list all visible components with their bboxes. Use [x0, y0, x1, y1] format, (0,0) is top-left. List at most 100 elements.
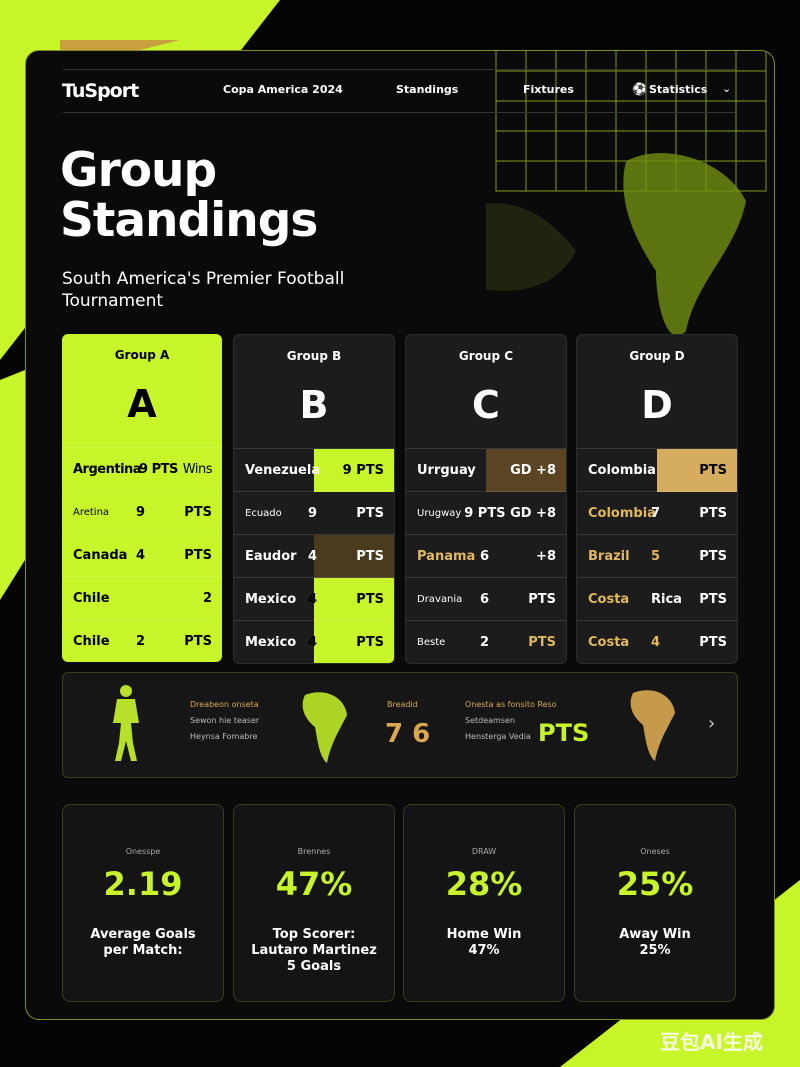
standing-cell: PTS [699, 549, 727, 564]
standing-cell: GD +8 [510, 463, 556, 478]
standing-cell: Costa [588, 592, 630, 607]
player-icon [113, 685, 139, 761]
stat-caption: Home Win [446, 927, 522, 942]
standing-row: Urrguay GD +8 [406, 448, 566, 492]
standing-cell: 4 [308, 549, 318, 564]
stat-value: 47% [275, 865, 353, 903]
standing-cell: Eaudor [245, 549, 297, 564]
nav-link[interactable]: Standings [396, 83, 459, 96]
row-highlight [314, 535, 394, 578]
standing-cell: 4 [136, 548, 146, 563]
standing-cell: Urrguay [417, 463, 476, 478]
standing-cell: 2 [202, 591, 212, 606]
watermark: 豆包AI生成 [660, 1030, 763, 1054]
group-card: Group B B Venezuela 9 PTS Ecuado 9 PTS Eaudor 4 P… [233, 334, 395, 664]
standing-cell: 4 [308, 592, 318, 607]
nav-chevron[interactable]: ⌄ [722, 82, 732, 95]
standing-cell: Colombia [588, 463, 656, 478]
stat-caption: Away Win [619, 927, 691, 942]
stat-value: 2.19 [103, 865, 183, 903]
standing-cell: PTS [184, 634, 212, 649]
standing-cell: Canada [73, 548, 128, 563]
standing-row: Venezuela 9 PTS [234, 448, 394, 492]
stat-label: Brennes [297, 847, 331, 856]
standing-cell: Beste [417, 637, 446, 648]
group-letter: C [472, 383, 500, 427]
standing-cell: 4 [308, 635, 318, 650]
stat-value: 28% [445, 865, 523, 903]
standing-row: Urugway 9 PTS GD +8 [406, 491, 566, 535]
standing-cell: PTS [184, 505, 212, 520]
group-label: Group A [114, 348, 170, 362]
nav-link[interactable]: Statistics [649, 83, 708, 96]
nav-icon: ⚽ [632, 82, 647, 96]
stat-label: DRAW [471, 847, 497, 856]
standing-cell: 9 PTS GD +8 [464, 506, 556, 521]
banner-text: Sewon hie teaser [190, 716, 260, 725]
brand[interactable]: TuSport [62, 80, 139, 102]
stat-caption: 25% [639, 943, 671, 958]
group-label: Group B [286, 349, 342, 363]
standing-cell: Rica [651, 592, 682, 607]
standing-cell: 2 [136, 634, 146, 649]
standing-cell: 9 PTS [342, 463, 384, 478]
standing-row: Canada 4 PTS [62, 533, 222, 577]
banner-value: 7 6 [385, 719, 431, 749]
group-label: Group D [629, 349, 685, 363]
group-letter: B [299, 383, 329, 427]
standing-cell: Costa [588, 635, 630, 650]
standing-cell: Mexico [245, 592, 297, 607]
standing-cell: Chile [73, 634, 110, 649]
standing-cell: 9 PTS [139, 462, 178, 477]
standing-row: Mexico 4 PTS [234, 620, 394, 663]
row-highlight [314, 621, 394, 663]
standing-cell: 9 [308, 506, 318, 521]
row-highlight [314, 449, 394, 492]
standing-cell: Dravania [417, 594, 463, 605]
hero-title: Group Standings [60, 143, 318, 248]
nav-bar [63, 69, 735, 113]
standing-cell: PTS [356, 549, 384, 564]
standing-row: Costa Rica PTS [577, 577, 737, 621]
banner-text: Dreabeon onseta [190, 700, 259, 709]
next-arrow[interactable]: › [708, 713, 716, 734]
stat-card: Brennes 47% Top Scorer: Lautaro Martinez 5 G… [233, 804, 395, 1002]
standing-cell: Brazil [588, 549, 630, 564]
standing-cell: +8 [536, 549, 556, 564]
standing-row: Chile 2 PTS [62, 619, 222, 662]
group-card: Group D D Colombia PTS Colombia 7 PTS Brazil 5 PT… [576, 334, 738, 664]
row-highlight [657, 449, 737, 492]
standing-row: Dravania 6 PTS [406, 577, 566, 621]
nav-link[interactable]: Fixtures [523, 83, 574, 96]
standing-cell: 2 [480, 635, 490, 650]
standing-cell: Ecuado [245, 508, 282, 519]
pitch-decoration [486, 51, 767, 336]
stat-caption: Lautaro Martinez [251, 943, 377, 958]
stat-card: Onesspe 2.19 Average Goals per Match: [62, 804, 224, 1002]
stat-card: DRAW 28% Home Win 47% [403, 804, 565, 1002]
stat-caption: Average Goals [90, 927, 196, 942]
standing-cell: 5 [651, 549, 661, 564]
group-card: Group A A Argentina 9 PTS Wins Aretina 9 PTS Can… [62, 334, 222, 662]
standing-cell: Venezuela [245, 463, 321, 478]
standing-cell: PTS [356, 592, 384, 607]
group-letter: A [127, 382, 157, 426]
standing-cell: PTS [699, 506, 727, 521]
banner: › Dreabeon onseta Sewon hie teaser Heynsa … [62, 672, 738, 778]
group-card: Group C C Urrguay GD +8 Urugway 9 PTS GD +8 Pa… [405, 334, 567, 664]
standing-cell: 9 [136, 505, 146, 520]
standing-row: Colombia PTS [577, 448, 737, 492]
standing-row: Brazil 5 PTS [577, 534, 737, 578]
nav-link[interactable]: Copa America 2024 [223, 83, 343, 96]
standing-row: Eaudor 4 PTS [234, 534, 394, 578]
standing-cell: Mexico [245, 635, 297, 650]
stat-label: Oneses [640, 847, 670, 856]
stat-card: Oneses 25% Away Win 25% [574, 804, 736, 1002]
standing-cell: PTS [184, 548, 212, 563]
hero-subtitle: South America's Premier Football Tournam… [62, 269, 345, 311]
standing-row: Colombia 7 PTS [577, 491, 737, 535]
banner-label: Breadid [387, 700, 418, 709]
stat-caption: 47% [468, 943, 500, 958]
standing-cell: Chile [73, 591, 110, 606]
